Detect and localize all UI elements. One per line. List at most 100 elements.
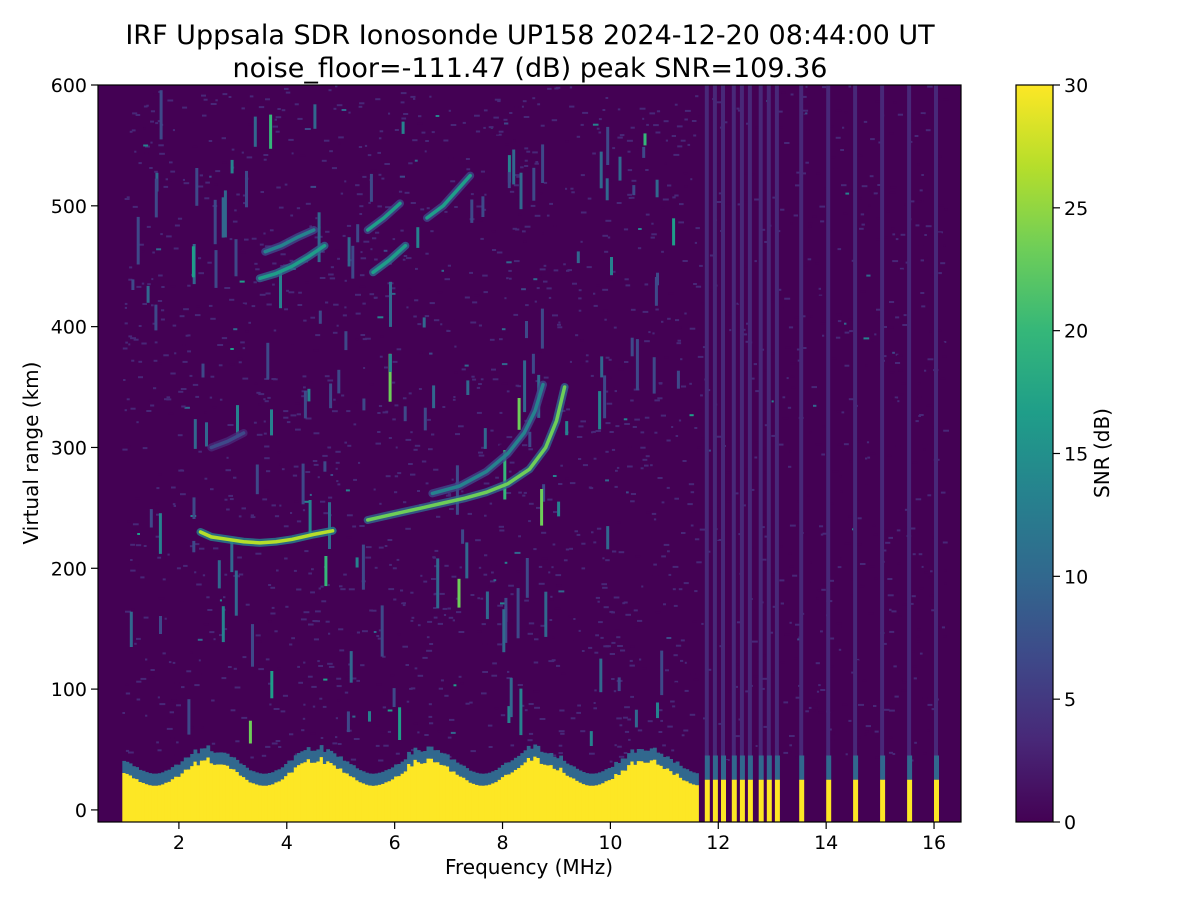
noise-cell — [480, 170, 485, 173]
noise-cell — [321, 600, 327, 603]
noise-cell — [343, 573, 347, 576]
noise-cell — [400, 92, 407, 95]
noise-cell — [676, 342, 682, 345]
ground-echo-edge — [562, 760, 567, 773]
noise-cell — [382, 655, 386, 658]
noise-cell — [524, 159, 528, 162]
noise-cell — [283, 416, 289, 419]
noise-cell — [902, 720, 908, 723]
noise-cell — [876, 217, 880, 220]
ground-echo-edge — [666, 756, 670, 769]
noise-cell — [842, 703, 848, 706]
noise-cell — [694, 241, 697, 244]
x-axis-ticks: 2 4 6 8 10 12 14 16 — [173, 822, 946, 854]
noise-cell — [793, 657, 798, 660]
ground-echo-edge — [164, 770, 169, 783]
ground-echo-cell — [475, 784, 479, 822]
ground-echo-edge — [575, 768, 580, 781]
streak-cell — [337, 369, 341, 394]
noise-cell — [447, 264, 451, 267]
noise-cell — [796, 521, 800, 524]
noise-cell — [865, 483, 868, 486]
noise-cell — [902, 603, 907, 606]
noise-cell — [822, 532, 827, 535]
noise-cell — [171, 486, 176, 489]
noise-cell — [363, 240, 370, 243]
noise-cell — [400, 589, 404, 592]
noise-cell — [629, 664, 635, 667]
ground-echo-edge — [258, 773, 262, 786]
streak-cell — [136, 216, 140, 265]
noise-cell — [630, 196, 635, 199]
noise-cell — [506, 390, 510, 393]
noise-cell — [590, 374, 594, 377]
noise-cell — [193, 543, 200, 546]
noise-cell — [895, 445, 901, 447]
noise-cell — [668, 573, 672, 576]
ground-echo-cell — [591, 785, 596, 822]
noise-cell — [340, 192, 344, 195]
streak-cell — [544, 591, 548, 637]
noise-cell — [559, 709, 565, 712]
ground-echo-cell — [303, 762, 308, 822]
streak-cell — [324, 556, 328, 587]
noise-cell — [473, 601, 477, 604]
ground-echo-cell — [442, 765, 447, 822]
streak-cell — [398, 707, 402, 740]
ground-echo-edge — [640, 749, 644, 762]
ground-echo-edge — [455, 762, 460, 775]
noise-cell — [929, 197, 935, 199]
noise-cell — [632, 380, 636, 383]
noise-cell — [267, 396, 271, 399]
noise-cell — [734, 239, 738, 241]
streak-cell — [214, 250, 218, 288]
noise-cell — [902, 324, 908, 326]
ground-echo-edge — [199, 748, 204, 761]
noise-cell — [855, 219, 860, 222]
noise-cell — [491, 674, 498, 677]
noise-cell — [646, 123, 649, 126]
noise-cell — [328, 273, 334, 276]
noise-cell — [764, 424, 768, 427]
ground-echo-edge — [365, 772, 369, 785]
noise-cell — [858, 703, 864, 706]
noise-cell — [447, 493, 451, 496]
noise-cell — [803, 112, 808, 115]
noise-cell — [595, 634, 599, 637]
noise-cell — [919, 587, 924, 590]
noise-cell — [895, 353, 899, 356]
noise-cell — [605, 422, 611, 425]
noise-cell — [872, 524, 876, 527]
noise-cell — [283, 525, 289, 528]
noise-cell — [504, 297, 507, 300]
streak-cell — [599, 151, 603, 189]
ground-echo-cell — [695, 785, 699, 822]
noise-cell — [240, 341, 245, 344]
noise-cell — [134, 564, 139, 567]
noise-cell — [184, 406, 190, 409]
noise-cell — [895, 316, 900, 319]
noise-cell — [174, 352, 177, 355]
noise-cell — [297, 665, 300, 668]
noise-cell — [215, 170, 221, 173]
noise-cell — [539, 718, 546, 720]
streak-cell — [223, 190, 227, 238]
ground-echo-cell — [536, 758, 541, 822]
noise-cell — [675, 435, 679, 437]
ground-echo-edge — [530, 748, 534, 761]
noise-cell — [761, 348, 765, 351]
streak-cell — [466, 380, 470, 395]
noise-cell — [522, 100, 527, 103]
noise-cell — [572, 282, 577, 285]
noise-cell — [323, 678, 328, 681]
noise-cell — [242, 656, 247, 659]
noise-cell — [136, 698, 141, 701]
noise-cell — [359, 271, 365, 273]
noise-cell — [644, 283, 648, 286]
streak-cell — [269, 114, 273, 149]
noise-cell — [204, 197, 210, 200]
noise-cell — [447, 607, 451, 610]
noise-cell — [162, 652, 166, 655]
channel-band — [907, 85, 912, 756]
ground-echo-edge — [293, 755, 298, 768]
